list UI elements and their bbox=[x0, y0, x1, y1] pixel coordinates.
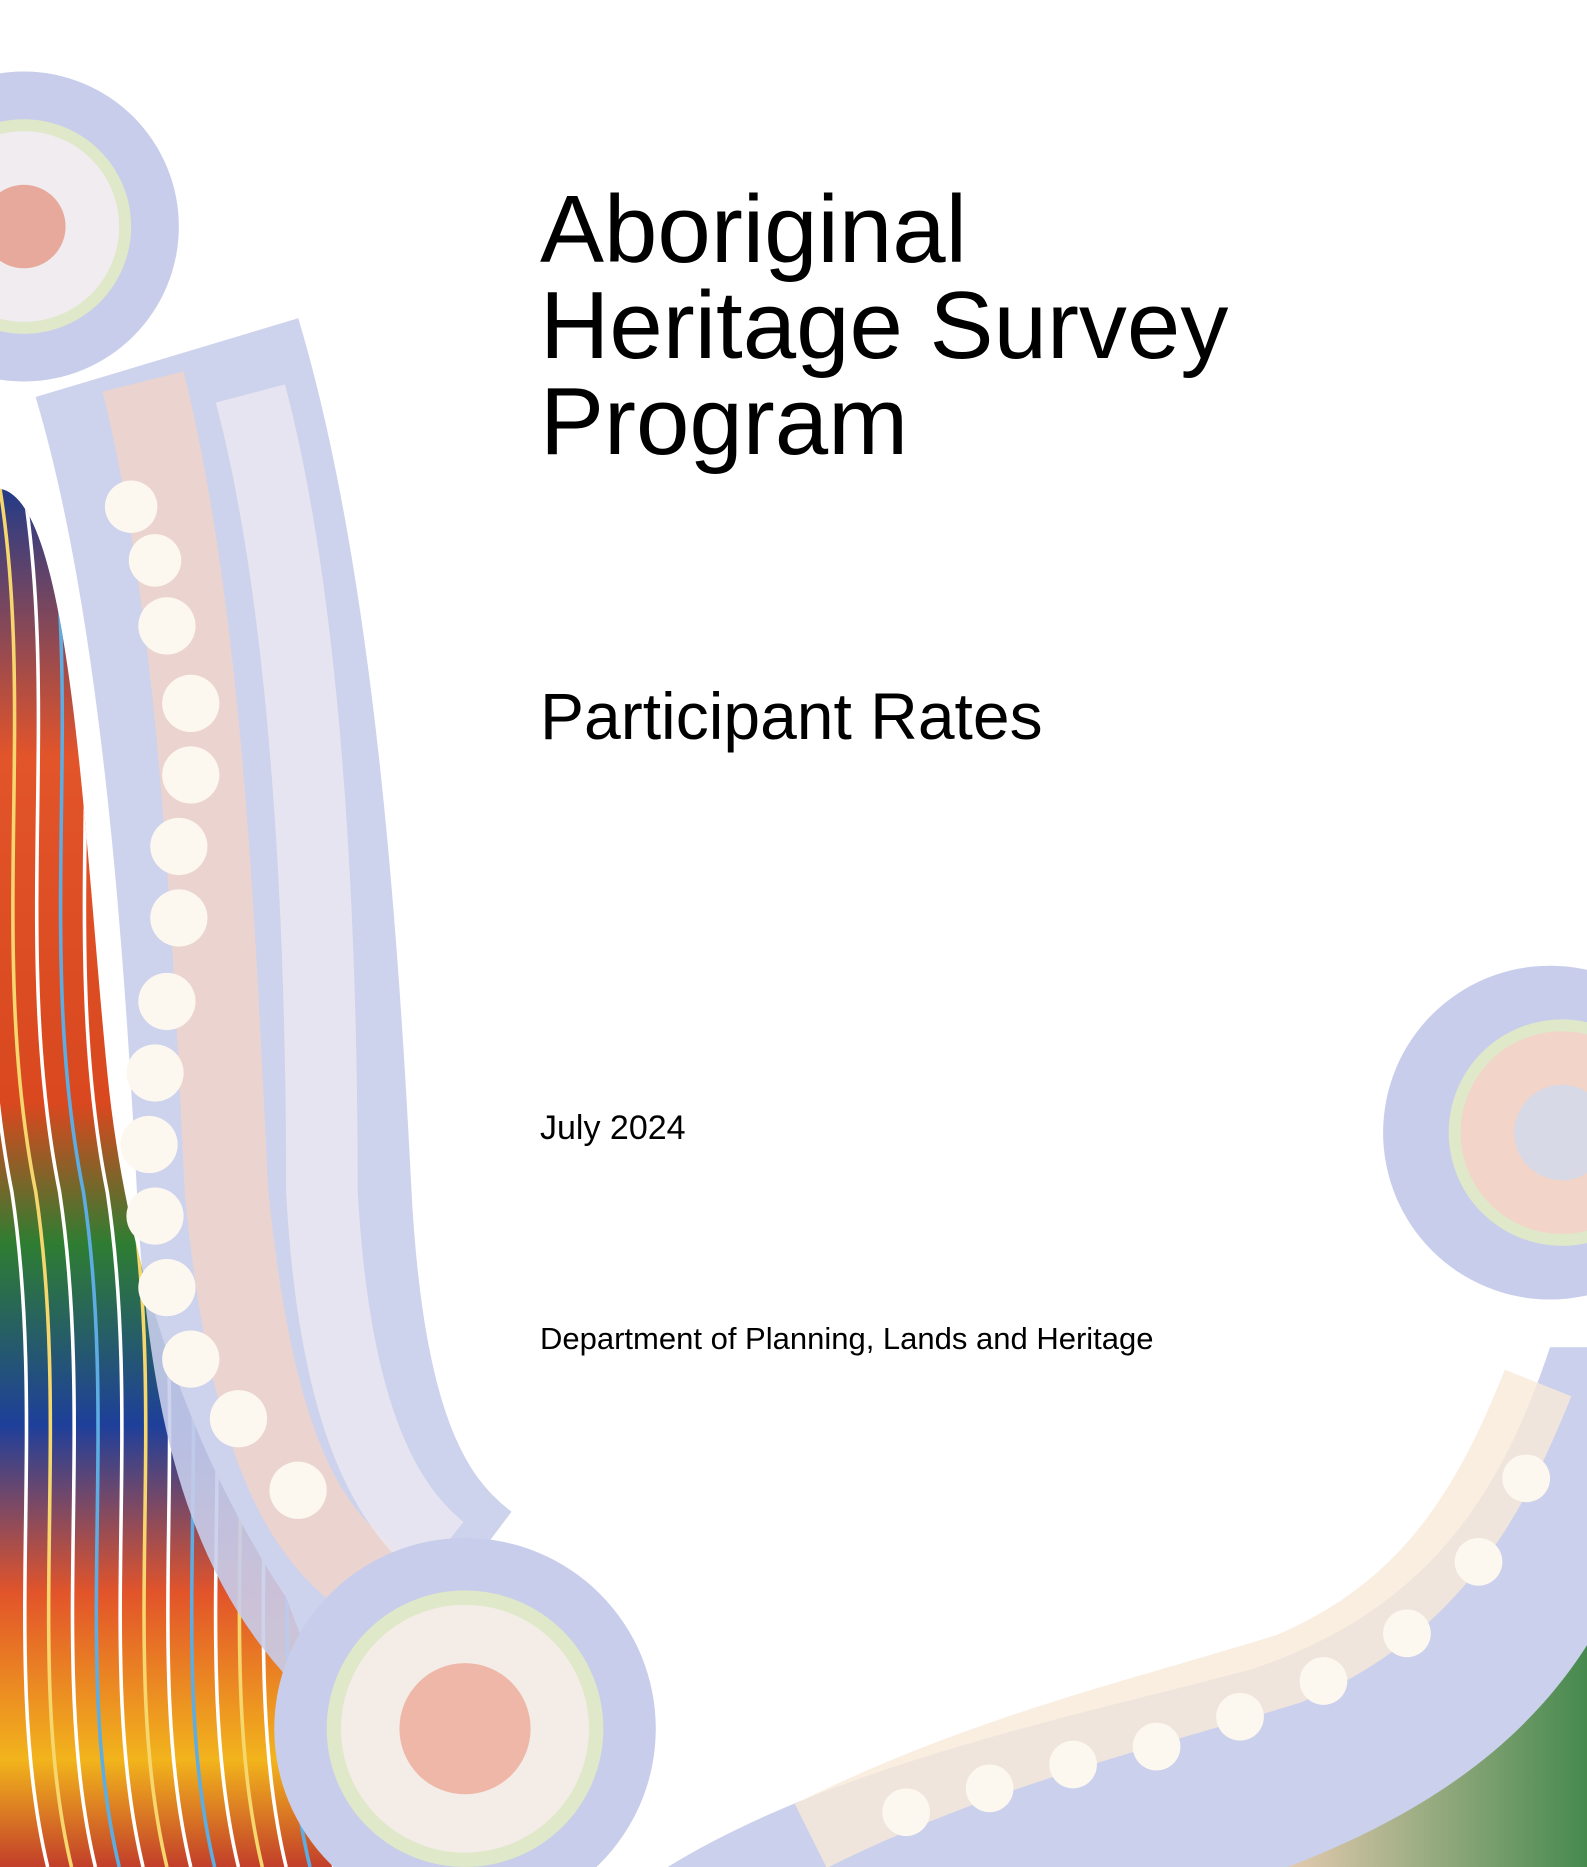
department: Department of Planning, Lands and Herita… bbox=[540, 1320, 1154, 1358]
title-line: Aboriginal bbox=[540, 182, 1228, 278]
title-line: Program bbox=[540, 374, 1228, 470]
date: July 2024 bbox=[540, 1108, 686, 1148]
title-line: Heritage Survey bbox=[540, 278, 1228, 374]
circle-motif bbox=[399, 1663, 530, 1794]
title: Aboriginal Heritage Survey Program bbox=[540, 182, 1228, 470]
cover-page: Aboriginal Heritage Survey Program Parti… bbox=[0, 0, 1587, 1867]
subtitle: Participant Rates bbox=[540, 680, 1043, 752]
